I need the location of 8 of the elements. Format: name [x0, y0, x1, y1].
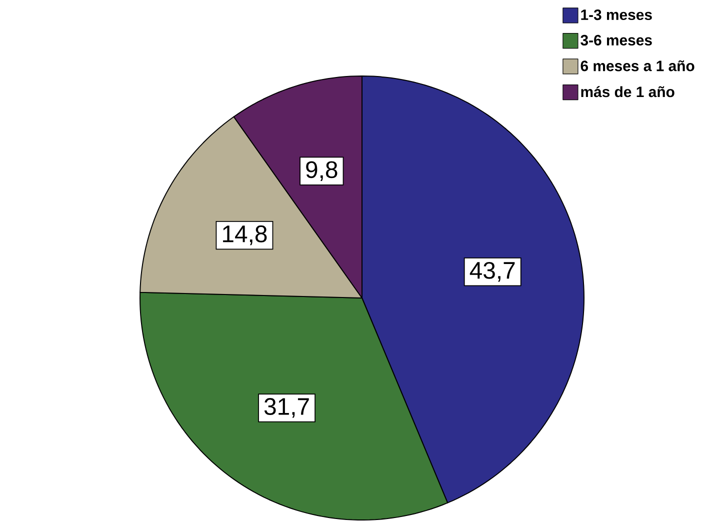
data-label: 14,8	[223, 225, 267, 246]
legend-label: 1-3 meses	[581, 9, 652, 20]
legend-label: más de 1 año	[581, 86, 674, 98]
data-label: 31,7	[264, 398, 309, 418]
legend-label: 3-6 meses	[580, 34, 652, 46]
data-label: 9,8	[306, 161, 338, 181]
legend-label: 6 meses a 1 año	[580, 60, 694, 72]
data-label: 43,7	[470, 262, 515, 282]
